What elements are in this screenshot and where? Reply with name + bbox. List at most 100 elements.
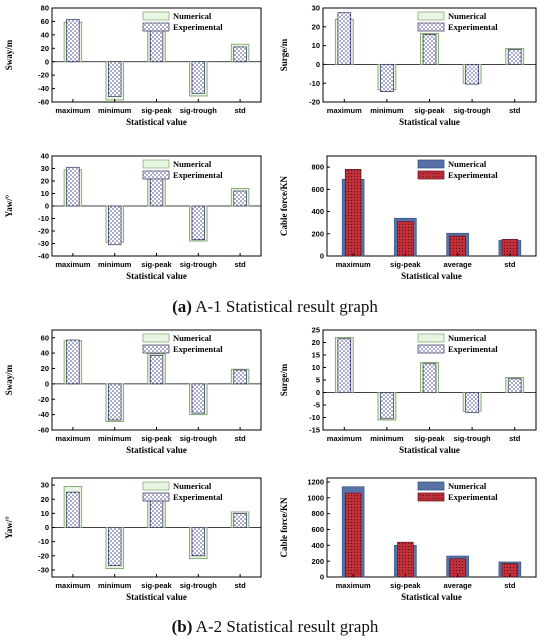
y-tick-label: 30 <box>41 481 49 490</box>
x-tick-label-sig-peak: sig-peak <box>141 260 172 269</box>
y-tick-label: -20 <box>38 395 49 404</box>
bar-experimental-sig-peak <box>397 221 414 257</box>
y-tick-label: 10 <box>312 41 320 50</box>
legend-swatch-experimental <box>417 344 445 354</box>
x-tick-label-maximum: maximum <box>327 106 362 115</box>
legend-swatch-experimental <box>142 170 170 180</box>
x-axis-title: Statistical value <box>126 271 187 281</box>
legend-label-experimental: Experimental <box>173 492 223 502</box>
y-axis-title: Yaw/° <box>4 194 14 217</box>
x-tick-label-std: std <box>504 260 516 269</box>
y-tick-label: -30 <box>38 566 49 575</box>
bar-experimental-sig-trough <box>465 392 479 413</box>
y-tick-label: 800 <box>311 509 324 518</box>
legend-label-experimental: Experimental <box>448 170 498 180</box>
legend-label-numerical: Numerical <box>173 481 212 491</box>
legend-swatch-experimental <box>417 492 445 502</box>
x-tick-label-maximum: maximum <box>336 581 371 590</box>
legend-label-numerical: Numerical <box>448 11 487 21</box>
y-tick-label: -15 <box>309 426 320 435</box>
caption-a-label: (a) <box>172 297 192 316</box>
legend-swatch-numerical <box>142 481 170 491</box>
y-tick-label: 60 <box>41 17 49 26</box>
legend-swatch-numerical <box>417 11 445 21</box>
x-tick-label-std: std <box>234 434 246 443</box>
y-tick-label: 20 <box>41 364 49 373</box>
x-tick-label-sig-peak: sig-peak <box>390 581 421 590</box>
y-tick-label: 40 <box>41 152 49 161</box>
y-tick-label: 40 <box>41 30 49 39</box>
y-axis-title: Sway/m <box>4 364 14 395</box>
y-axis-title: Cable force/KN <box>279 497 289 558</box>
bar-experimental-std <box>507 378 522 393</box>
y-tick-label: -60 <box>38 426 49 435</box>
legend-swatch-numerical <box>417 481 445 491</box>
y-tick-label: 10 <box>312 363 320 372</box>
caption-b: (b) A-2 Statistical result graph <box>0 617 550 637</box>
y-tick-label: 20 <box>312 338 320 347</box>
x-axis-title: Statistical value <box>399 445 460 455</box>
chart-a1-sway: -60 -40 -20 0 20 40 60 80 maximum minimum sig-peak… <box>0 0 275 140</box>
x-tick-label-minimum: minimum <box>98 581 132 590</box>
x-tick-label-minimum: minimum <box>370 106 404 115</box>
legend-swatch-experimental <box>142 22 170 32</box>
y-axis-title: Surge/m <box>279 38 289 71</box>
legend-label-experimental: Experimental <box>448 22 498 32</box>
y-tick-label: 0 <box>320 252 324 261</box>
x-tick-label-sig-peak: sig-peak <box>390 260 421 269</box>
y-tick-label: -40 <box>38 84 49 93</box>
caption-a-text: A-1 Statistical result graph <box>191 297 378 316</box>
bar-experimental-sig-trough <box>191 205 205 241</box>
bar-experimental-sig-peak <box>422 33 437 65</box>
y-tick-label: 400 <box>311 207 324 216</box>
x-axis-title: Statistical value <box>401 592 462 602</box>
x-tick-label-sig-trough: sig-trough <box>180 106 217 115</box>
legend-label-numerical: Numerical <box>448 333 487 343</box>
y-tick-label: 20 <box>41 177 49 186</box>
y-tick-label: -30 <box>38 239 49 248</box>
chart-a1-cable: 0 200 400 600 800 maximum sig-peak average std St… <box>275 148 550 296</box>
y-axis-title: Sway/m <box>4 39 14 70</box>
y-tick-label: 30 <box>312 4 320 13</box>
bar-experimental-sig-peak <box>397 541 414 578</box>
bar-experimental-minimum <box>380 392 394 420</box>
y-tick-label: 40 <box>41 349 49 358</box>
plot-frame <box>326 155 537 257</box>
bar-experimental-maximum <box>344 169 362 257</box>
legend-swatch-numerical <box>142 159 170 169</box>
legend-label-numerical: Numerical <box>173 159 212 169</box>
bar-experimental-sig-trough <box>191 383 205 414</box>
bar-experimental-minimum <box>108 527 122 567</box>
bar-experimental-minimum <box>108 205 122 246</box>
bar-experimental-maximum <box>66 491 80 528</box>
legend-label-numerical: Numerical <box>173 11 212 21</box>
bar-experimental-sig-trough <box>191 61 205 94</box>
y-tick-label: 600 <box>311 185 324 194</box>
chart-a1-yaw: -40 -30 -20 -10 0 10 20 30 40 maximum minimum sig-p… <box>0 148 275 296</box>
y-tick-label: 0 <box>45 523 49 532</box>
x-tick-label-sig-trough: sig-trough <box>454 434 491 443</box>
legend-label-numerical: Numerical <box>173 333 212 343</box>
bar-experimental-maximum <box>337 12 352 65</box>
x-tick-label-minimum: minimum <box>98 260 132 269</box>
x-tick-label-sig-trough: sig-trough <box>454 106 491 115</box>
y-tick-label: 60 <box>41 333 49 342</box>
y-tick-label: 5 <box>316 376 320 385</box>
y-tick-label: -5 <box>313 401 320 410</box>
y-tick-label: -20 <box>38 551 49 560</box>
bar-experimental-std <box>507 49 522 65</box>
x-tick-label-average: average <box>443 581 471 590</box>
y-tick-label: -10 <box>38 214 49 223</box>
plot-frame <box>326 477 537 578</box>
x-tick-label-sig-trough: sig-trough <box>180 260 217 269</box>
bar-experimental-maximum <box>66 166 80 207</box>
legend-label-numerical: Numerical <box>448 159 487 169</box>
x-tick-label-sig-peak: sig-peak <box>141 581 172 590</box>
legend-swatch-numerical <box>417 333 445 343</box>
y-tick-label: 25 <box>312 326 320 335</box>
x-tick-label-average: average <box>443 260 471 269</box>
x-tick-label-sig-peak: sig-peak <box>141 106 172 115</box>
bar-experimental-maximum <box>66 339 80 385</box>
y-tick-label: -20 <box>38 71 49 80</box>
chart-a2-yaw: -30 -20 -10 0 10 20 30 maximum minimum sig-peak si… <box>0 470 275 615</box>
